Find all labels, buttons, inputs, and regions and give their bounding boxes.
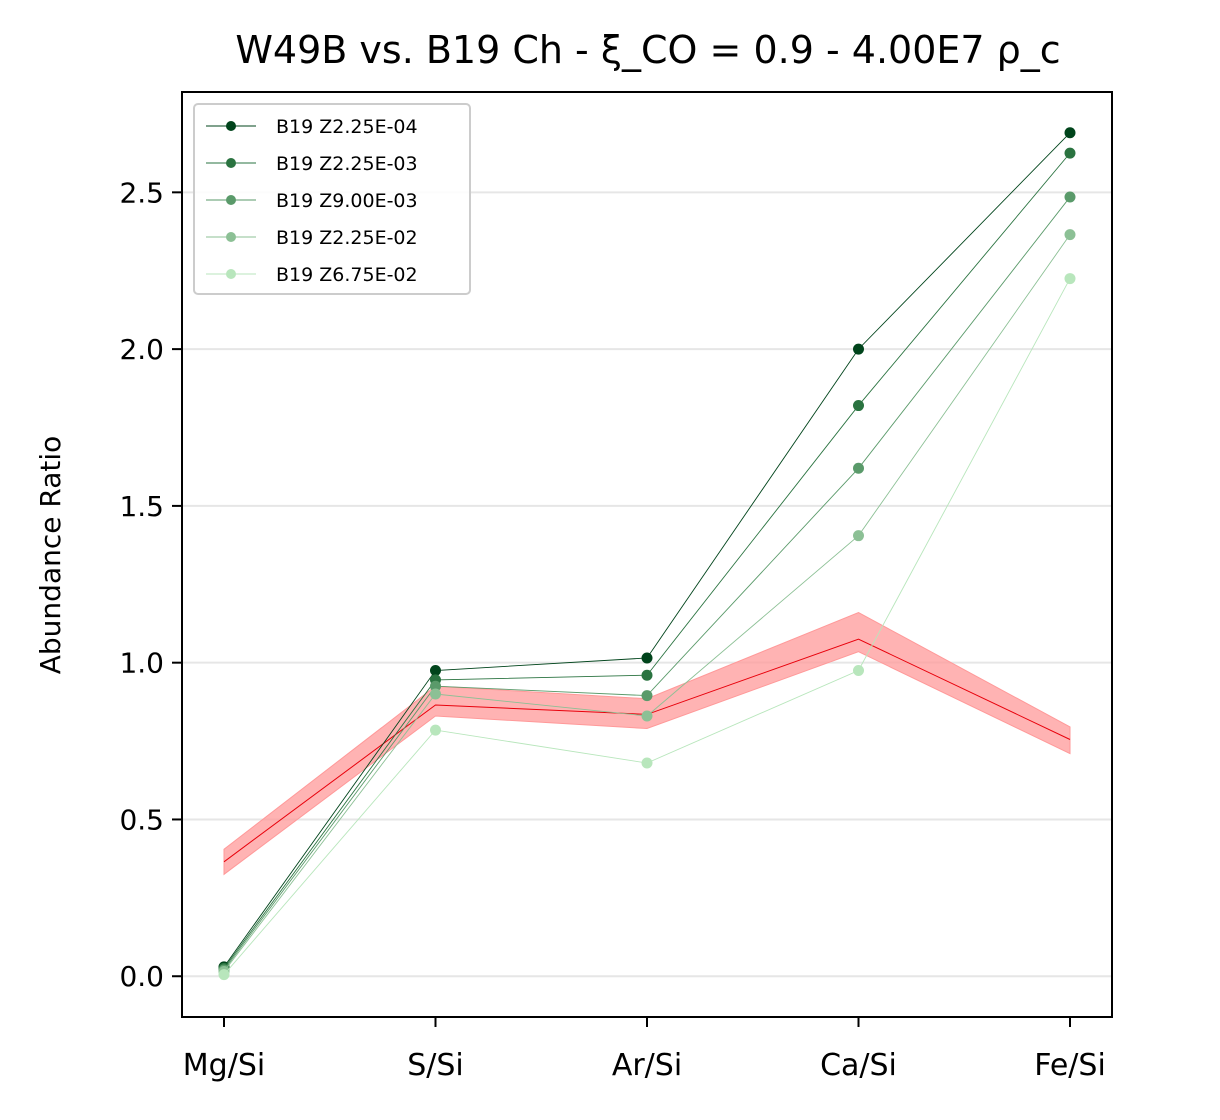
data-point: [1064, 127, 1076, 139]
y-tick-label: 0.5: [119, 803, 164, 836]
x-tick-label: Ca/Si: [820, 1048, 897, 1083]
legend-marker: [226, 195, 236, 205]
legend-item: B19 Z9.00E-03: [206, 190, 418, 212]
data-point: [641, 690, 653, 702]
series-line: [223, 278, 1071, 975]
legend-label: B19 Z9.00E-03: [276, 190, 418, 212]
legend-marker: [226, 158, 236, 168]
x-tick-label: Ar/Si: [612, 1048, 682, 1083]
legend-marker: [226, 232, 236, 242]
x-tick-label: Mg/Si: [183, 1048, 265, 1083]
chart-title: W49B vs. B19 Ch - ξ_CO = 0.9 - 4.00E7 ρ_…: [235, 28, 1060, 72]
axis-layer: 0.0 0.5 1.0 1.5 2.0 2.5 Mg/Si S/Si Ar/Si Ca/Si Fe/…: [119, 176, 1105, 1083]
legend-frame: [193, 103, 471, 295]
series-layer: [218, 127, 1076, 981]
y-tick-label: 0.0: [119, 960, 164, 993]
data-point: [430, 680, 441, 692]
legend-label: B19 Z2.25E-04: [276, 116, 418, 138]
legend-label: B19 Z2.25E-03: [276, 153, 418, 175]
data-point: [430, 688, 441, 700]
observed-band-layer: [223, 611, 1071, 876]
data-point: [641, 669, 653, 681]
y-tick-label: 2.5: [119, 176, 164, 209]
legend-marker: [226, 269, 236, 279]
series-3: [218, 191, 1076, 976]
data-point: [641, 652, 653, 664]
data-point: [430, 724, 441, 736]
legend-marker: [226, 121, 236, 131]
data-point: [853, 462, 864, 474]
series-5: [218, 273, 1076, 981]
y-tick-label: 2.0: [119, 333, 164, 366]
legend-label: B19 Z6.75E-02: [276, 264, 418, 286]
data-point: [853, 530, 864, 542]
series-line: [223, 196, 1071, 971]
grid-layer: [182, 191, 1112, 978]
series-1: [218, 127, 1076, 973]
legend-label: B19 Z2.25E-02: [276, 227, 418, 249]
data-point: [1064, 229, 1076, 241]
legend-item: B19 Z6.75E-02: [206, 264, 418, 286]
data-point: [1064, 147, 1076, 159]
legend: B19 Z2.25E-04 B19 Z2.25E-03 B19 Z9.00E-03 B…: [193, 103, 471, 295]
data-point: [1064, 191, 1076, 203]
y-tick-label: 1.0: [119, 647, 164, 680]
x-tick-label: Fe/Si: [1034, 1048, 1106, 1083]
x-tick-label: S/Si: [407, 1048, 464, 1083]
series-4: [218, 229, 1076, 978]
series-line: [223, 234, 1071, 972]
data-point: [853, 343, 864, 355]
data-point: [641, 757, 653, 769]
legend-item: B19 Z2.25E-04: [206, 116, 418, 138]
observed-uncertainty-band: [223, 611, 1071, 876]
data-point: [853, 400, 864, 412]
data-point: [218, 969, 230, 981]
data-point: [641, 710, 653, 722]
y-axis-label: Abundance Ratio: [34, 436, 67, 675]
legend-item: B19 Z2.25E-03: [206, 153, 418, 175]
data-point: [430, 665, 441, 677]
data-point: [1064, 273, 1076, 285]
y-tick-label: 1.5: [119, 490, 164, 523]
data-point: [853, 665, 864, 677]
legend-item: B19 Z2.25E-02: [206, 227, 418, 249]
